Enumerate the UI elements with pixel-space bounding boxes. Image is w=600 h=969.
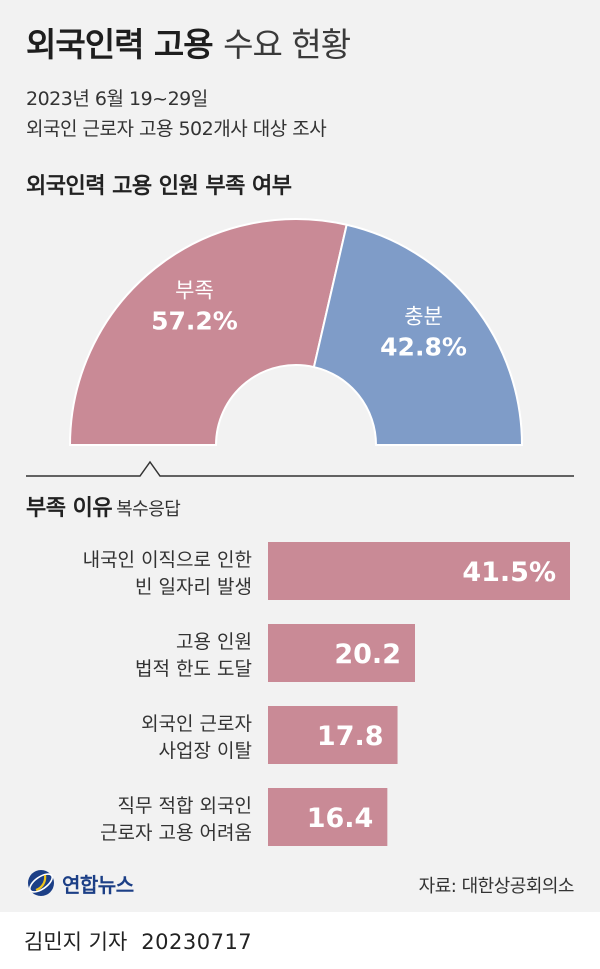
bar-value-3: 16.4 [307, 803, 374, 834]
bar-value-1: 20.2 [334, 639, 401, 670]
donut-label-0: 부족 [175, 278, 214, 302]
bar-value-2: 17.8 [317, 721, 384, 752]
bar-label-2-1: 사업장 이탈 [159, 740, 252, 762]
yonhap-logo-icon [28, 870, 54, 896]
donut-section-title: 외국인력 고용 인원 부족 여부 [26, 174, 292, 199]
brand-logo: 연합뉴스 [26, 868, 134, 898]
source-note: 자료: 대한상공회의소 [418, 876, 575, 897]
date-range: 2023년 6월 19~29일 [26, 88, 208, 110]
page-title: 외국인력 고용 수요 현황 [26, 18, 351, 66]
title-bold: 외국인력 고용 [26, 25, 214, 64]
bar-label-0-0: 내국인 이직으로 인한 [83, 549, 252, 571]
donut-slice-1 [312, 223, 524, 446]
title-light: 수요 현황 [223, 25, 351, 64]
author: 김민지 기자 [24, 930, 128, 954]
publish-date: 20230717 [141, 930, 253, 954]
donut-value-1: 42.8% [380, 332, 467, 361]
bar-label-0-1: 빈 일자리 발생 [135, 576, 252, 598]
donut-slice-0 [68, 218, 348, 446]
half-donut-chart: 부족 57.2% 충분 42.8% [26, 218, 574, 477]
byline: 김민지 기자 20230717 [24, 926, 252, 956]
infographic-card: 외국인력 고용 수요 현황 2023년 6월 19~29일 외국인 근로자 고용… [0, 0, 600, 912]
donut-label-1: 충분 [404, 304, 443, 328]
bar-label-3-1: 근로자 고용 어려움 [100, 822, 252, 844]
bar-label-1-0: 고용 인원 [176, 631, 252, 653]
bar-1 [268, 624, 415, 682]
bar-2 [268, 706, 398, 764]
bar-value-0: 41.5% [462, 557, 556, 588]
reasons-note: 복수응답 [116, 499, 181, 520]
section-divider [26, 460, 574, 477]
reasons-section-title: 부족 이유 복수응답 [26, 490, 181, 522]
bar-label-3-0: 직무 적합 외국인 [118, 795, 252, 817]
bar-0 [268, 542, 570, 600]
bar-3 [268, 788, 388, 846]
donut-value-0: 57.2% [151, 306, 238, 335]
bar-label-2-0: 외국인 근로자 [141, 713, 252, 735]
survey-description: 외국인 근로자 고용 502개사 대상 조사 [26, 118, 327, 140]
bar-label-1-1: 법적 한도 도달 [135, 658, 252, 680]
reasons-title-text: 부족 이유 [26, 496, 113, 521]
brand-name: 연합뉴스 [62, 872, 134, 897]
